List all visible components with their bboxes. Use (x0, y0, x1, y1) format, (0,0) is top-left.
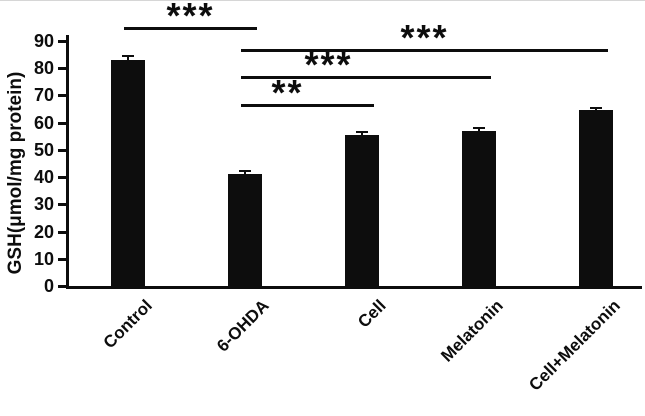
x-axis-line (66, 286, 642, 289)
y-tick-label: 50 (33, 139, 54, 160)
significance-line (241, 76, 491, 80)
y-tick-label: 80 (33, 58, 54, 79)
x-category-label-6-ohda: 6-OHDA (212, 296, 273, 356)
significance-stars: ** (271, 71, 304, 113)
y-tick-mark (58, 203, 67, 207)
error-bar-stem (595, 108, 597, 113)
error-bar-cap (590, 106, 602, 109)
y-tick-label: 10 (33, 248, 54, 269)
y-tick-label: 20 (33, 221, 54, 242)
error-bar-cap (473, 127, 485, 130)
y-tick-label: 90 (33, 31, 54, 51)
significance-stars: *** (304, 44, 353, 86)
significance-stars: *** (400, 17, 449, 59)
error-bar-stem (478, 129, 480, 133)
error-bar-stem (361, 133, 363, 137)
bar-6-ohda (228, 174, 262, 286)
y-tick-mark (58, 40, 67, 43)
bar-melatonin (462, 130, 496, 286)
y-tick-label: 0 (43, 276, 54, 296)
error-bar-cap (122, 55, 134, 58)
error-bar-cap (239, 170, 251, 173)
y-tick-mark (58, 257, 67, 261)
x-category-label-cell: Cell (353, 296, 390, 332)
bar-cell (345, 134, 379, 286)
y-tick-mark (58, 148, 67, 152)
significance-line (241, 49, 608, 53)
y-tick-mark (58, 67, 67, 71)
x-category-label-cell-melatonin: Cell+Melatonin (524, 296, 624, 395)
y-tick-mark (58, 94, 67, 98)
y-tick-mark (58, 121, 67, 125)
bar-cell-melatonin (579, 110, 613, 286)
bar-control (111, 60, 145, 286)
y-tick-mark (58, 230, 67, 234)
error-bar-stem (244, 172, 246, 177)
x-category-label-melatonin: Melatonin (436, 296, 507, 366)
significance-line (241, 103, 374, 107)
error-bar-cap (356, 131, 368, 133)
y-tick-mark (58, 176, 67, 180)
x-category-label-control: Control (99, 296, 156, 353)
y-axis-line (66, 35, 69, 289)
y-tick-label: 60 (33, 112, 54, 133)
y-tick-label: 40 (33, 167, 54, 188)
error-bar-stem (127, 57, 129, 63)
significance-stars: *** (166, 0, 215, 37)
y-tick-label: 70 (33, 85, 54, 106)
y-tick-mark (58, 285, 67, 288)
significance-line (124, 27, 257, 31)
y-tick-label: 30 (33, 194, 54, 215)
